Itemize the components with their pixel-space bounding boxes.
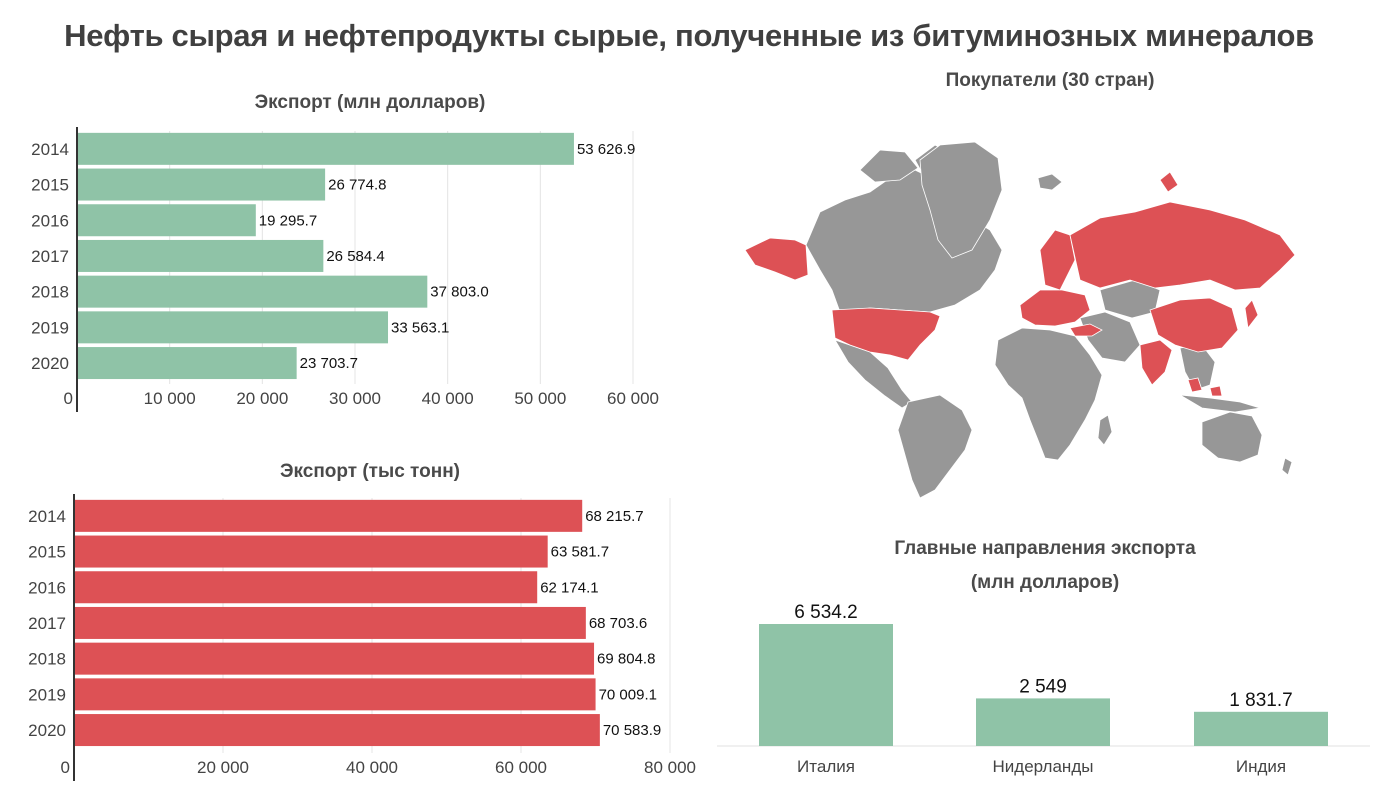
export-tons-category-label: 2018 bbox=[28, 650, 66, 669]
export-tons-bar bbox=[74, 499, 583, 532]
map-usa-alaska bbox=[744, 237, 809, 281]
world-map bbox=[744, 141, 1296, 499]
map-australia bbox=[1201, 411, 1263, 463]
export-tons-bar bbox=[74, 714, 600, 747]
map-iceland bbox=[1037, 173, 1063, 191]
map-russia bbox=[1069, 201, 1296, 291]
export-usd-value-label: 53 626.9 bbox=[577, 141, 635, 158]
export-usd-bar bbox=[77, 239, 324, 272]
map-madagascar bbox=[1097, 414, 1113, 446]
export-usd-bar bbox=[77, 311, 389, 344]
export-tons-value-label: 68 215.7 bbox=[585, 508, 643, 525]
export-usd-bar bbox=[77, 168, 326, 201]
export-tons-tick-label: 40 000 bbox=[346, 758, 398, 777]
export-usd-category-label: 2019 bbox=[31, 318, 69, 337]
destinations-bar bbox=[976, 698, 1110, 746]
export-tons-value-label: 69 804.8 bbox=[597, 651, 655, 668]
export-tons-category-label: 2017 bbox=[28, 614, 66, 633]
destinations-bar bbox=[1194, 711, 1328, 746]
destinations-value-label: 1 831.7 bbox=[1229, 690, 1292, 711]
export-usd-bar bbox=[77, 275, 428, 308]
export-usd-title: Экспорт (млн долларов) bbox=[254, 92, 486, 113]
destinations-bar bbox=[759, 624, 893, 746]
map-europe bbox=[1019, 289, 1091, 327]
export-tons-value-label: 70 583.9 bbox=[603, 722, 661, 739]
map-scandinavia bbox=[1039, 229, 1076, 291]
export-tons-category-label: 2016 bbox=[28, 578, 66, 597]
map-japan bbox=[1244, 299, 1259, 329]
export-usd-value-label: 33 563.1 bbox=[391, 319, 449, 336]
export-usd-bar bbox=[77, 132, 574, 165]
export-tons-category-label: 2020 bbox=[28, 721, 66, 740]
map-russia-north bbox=[1159, 171, 1179, 193]
export-tons-bar bbox=[74, 642, 595, 675]
export-tons-bar bbox=[74, 571, 538, 604]
export-tons-title: Экспорт (тыс тонн) bbox=[279, 461, 460, 482]
destinations-value-label: 2 549 bbox=[1019, 676, 1067, 697]
export-tons-category-label: 2015 bbox=[28, 543, 66, 562]
export-tons-bar bbox=[74, 606, 586, 639]
export-usd-value-label: 23 703.7 bbox=[300, 355, 358, 372]
page-title: Нефть сырая и нефтепродукты сырые, получ… bbox=[64, 18, 1314, 53]
map-india bbox=[1139, 339, 1173, 386]
map-indonesia bbox=[1179, 394, 1261, 413]
map-turkey bbox=[1069, 323, 1103, 337]
export-tons-value-label: 62 174.1 bbox=[540, 579, 598, 596]
map-south-america bbox=[897, 394, 973, 499]
map-middle-east bbox=[1079, 311, 1141, 363]
export-tons-tick-label: 80 000 bbox=[644, 758, 696, 777]
destinations-subtitle: (млн долларов) bbox=[970, 572, 1120, 593]
export-tons-bar bbox=[74, 678, 596, 711]
export-usd-category-label: 2016 bbox=[31, 211, 69, 230]
export-usd-bar bbox=[77, 204, 256, 237]
map-malaysia bbox=[1187, 377, 1203, 393]
map-greenland bbox=[919, 141, 1003, 259]
export-tons-value-label: 68 703.6 bbox=[589, 615, 647, 632]
export-usd-tick-label: 50 000 bbox=[514, 389, 566, 408]
export-usd-value-label: 19 295.7 bbox=[259, 212, 317, 229]
destinations-category-label: Италия bbox=[797, 757, 855, 776]
export-usd-tick-label: 40 000 bbox=[422, 389, 474, 408]
map-usa bbox=[831, 307, 941, 361]
export-usd-tick-label: 10 000 bbox=[144, 389, 196, 408]
export-usd-value-label: 26 774.8 bbox=[328, 177, 386, 194]
map-new-zealand bbox=[1281, 457, 1293, 476]
map-china bbox=[1149, 297, 1239, 353]
export-tons-tick-label: 60 000 bbox=[495, 758, 547, 777]
export-usd-category-label: 2014 bbox=[31, 140, 69, 159]
export-usd-category-label: 2020 bbox=[31, 354, 69, 373]
export-usd-category-label: 2018 bbox=[31, 283, 69, 302]
export-usd-tick-label: 30 000 bbox=[329, 389, 381, 408]
export-tons-category-label: 2014 bbox=[28, 507, 66, 526]
export-tons-value-label: 70 009.1 bbox=[599, 686, 657, 703]
destinations-category-label: Индия bbox=[1236, 757, 1286, 776]
export-tons-tick-label: 20 000 bbox=[197, 758, 249, 777]
export-tons-tick-label: 0 bbox=[61, 758, 70, 777]
destinations-category-label: Нидерланды bbox=[993, 757, 1094, 776]
map-buyer-countries bbox=[744, 171, 1296, 397]
map-africa bbox=[994, 327, 1103, 461]
destinations-title: Главные направления экспорта bbox=[894, 538, 1196, 559]
export-usd-tick-label: 60 000 bbox=[607, 389, 659, 408]
map-other-countries bbox=[805, 141, 1293, 499]
destinations-value-label: 6 534.2 bbox=[794, 602, 857, 623]
map-singapore bbox=[1209, 385, 1223, 397]
export-tons-bar bbox=[74, 535, 548, 568]
export-usd-category-label: 2017 bbox=[31, 247, 69, 266]
export-usd-value-label: 26 584.4 bbox=[326, 248, 384, 265]
export-tons-value-label: 63 581.7 bbox=[551, 544, 609, 561]
export-usd-bar bbox=[77, 347, 297, 380]
export-tons-category-label: 2019 bbox=[28, 685, 66, 704]
export-usd-value-label: 37 803.0 bbox=[430, 284, 488, 301]
export-usd-tick-label: 20 000 bbox=[236, 389, 288, 408]
map-title: Покупатели (30 стран) bbox=[945, 70, 1155, 91]
export-usd-tick-label: 0 bbox=[64, 389, 73, 408]
export-usd-category-label: 2015 bbox=[31, 176, 69, 195]
